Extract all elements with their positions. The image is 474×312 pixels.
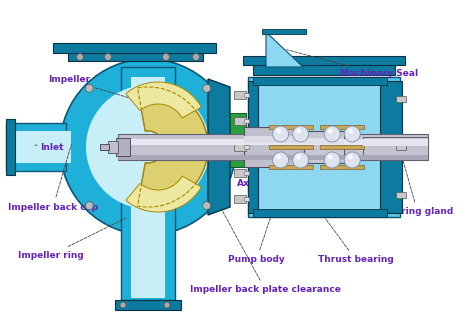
FancyBboxPatch shape: [244, 145, 249, 149]
FancyBboxPatch shape: [118, 155, 428, 160]
FancyBboxPatch shape: [234, 117, 246, 125]
FancyBboxPatch shape: [380, 81, 402, 213]
FancyBboxPatch shape: [115, 300, 181, 310]
Polygon shape: [126, 176, 201, 212]
Polygon shape: [230, 113, 246, 135]
Circle shape: [60, 59, 236, 235]
FancyBboxPatch shape: [396, 144, 406, 150]
FancyBboxPatch shape: [116, 138, 130, 156]
Circle shape: [163, 53, 170, 61]
FancyBboxPatch shape: [6, 123, 66, 171]
Polygon shape: [126, 82, 201, 118]
Circle shape: [328, 154, 333, 159]
Text: Inlet: Inlet: [35, 143, 64, 152]
FancyBboxPatch shape: [248, 77, 400, 217]
Circle shape: [344, 152, 360, 168]
Circle shape: [273, 126, 289, 142]
Circle shape: [192, 53, 200, 61]
FancyBboxPatch shape: [304, 138, 344, 144]
FancyBboxPatch shape: [363, 141, 428, 146]
Text: Axis: Axis: [237, 164, 258, 188]
FancyBboxPatch shape: [244, 127, 304, 167]
Circle shape: [104, 53, 111, 61]
Circle shape: [296, 129, 301, 134]
FancyBboxPatch shape: [269, 145, 312, 149]
Circle shape: [348, 129, 353, 134]
Text: Machinery Seal: Machinery Seal: [287, 50, 418, 79]
Polygon shape: [68, 51, 203, 61]
Circle shape: [85, 202, 93, 210]
FancyBboxPatch shape: [253, 77, 387, 85]
FancyBboxPatch shape: [244, 197, 249, 201]
FancyBboxPatch shape: [244, 171, 249, 175]
Circle shape: [203, 202, 210, 210]
Polygon shape: [53, 43, 216, 53]
FancyBboxPatch shape: [396, 96, 406, 102]
FancyBboxPatch shape: [234, 169, 246, 177]
Circle shape: [292, 126, 309, 142]
FancyBboxPatch shape: [118, 139, 428, 145]
Circle shape: [276, 154, 281, 159]
FancyBboxPatch shape: [320, 145, 364, 149]
FancyBboxPatch shape: [363, 137, 428, 157]
FancyBboxPatch shape: [304, 131, 344, 163]
Circle shape: [292, 152, 309, 168]
Circle shape: [86, 85, 210, 209]
FancyBboxPatch shape: [253, 63, 395, 75]
Polygon shape: [266, 32, 303, 67]
FancyBboxPatch shape: [262, 29, 306, 34]
FancyBboxPatch shape: [121, 67, 175, 300]
FancyBboxPatch shape: [244, 119, 249, 123]
FancyBboxPatch shape: [234, 91, 246, 99]
FancyBboxPatch shape: [6, 119, 15, 175]
FancyBboxPatch shape: [118, 134, 428, 160]
Text: Impeller ring: Impeller ring: [18, 218, 126, 260]
FancyBboxPatch shape: [320, 125, 364, 129]
Circle shape: [85, 84, 93, 92]
Circle shape: [324, 126, 340, 142]
Text: Pump body: Pump body: [228, 210, 285, 265]
FancyBboxPatch shape: [396, 192, 406, 198]
FancyBboxPatch shape: [6, 131, 71, 163]
Circle shape: [203, 84, 210, 92]
FancyBboxPatch shape: [100, 144, 109, 150]
Circle shape: [348, 154, 353, 159]
FancyBboxPatch shape: [244, 93, 249, 97]
Polygon shape: [208, 79, 230, 215]
Circle shape: [328, 129, 333, 134]
Circle shape: [273, 152, 289, 168]
Text: Impeller back plate clearance: Impeller back plate clearance: [190, 202, 341, 295]
Circle shape: [276, 129, 281, 134]
FancyBboxPatch shape: [320, 165, 364, 169]
Circle shape: [296, 154, 301, 159]
Circle shape: [76, 53, 83, 61]
FancyBboxPatch shape: [269, 165, 312, 169]
FancyBboxPatch shape: [234, 195, 246, 203]
Text: Impeller back cap: Impeller back cap: [8, 145, 98, 212]
FancyBboxPatch shape: [256, 85, 380, 209]
FancyBboxPatch shape: [108, 141, 118, 153]
FancyBboxPatch shape: [253, 209, 387, 217]
FancyBboxPatch shape: [234, 143, 246, 151]
Polygon shape: [230, 145, 246, 167]
Polygon shape: [137, 87, 208, 207]
FancyBboxPatch shape: [243, 56, 405, 65]
FancyBboxPatch shape: [131, 77, 165, 298]
FancyBboxPatch shape: [244, 136, 304, 143]
Text: Thrust bearing: Thrust bearing: [292, 173, 394, 265]
Circle shape: [120, 302, 126, 308]
FancyBboxPatch shape: [269, 125, 312, 129]
Text: Bearing gland: Bearing gland: [382, 160, 453, 217]
Text: Impeller: Impeller: [48, 76, 130, 98]
Circle shape: [164, 302, 170, 308]
Circle shape: [324, 152, 340, 168]
Circle shape: [344, 126, 360, 142]
FancyBboxPatch shape: [248, 81, 258, 213]
